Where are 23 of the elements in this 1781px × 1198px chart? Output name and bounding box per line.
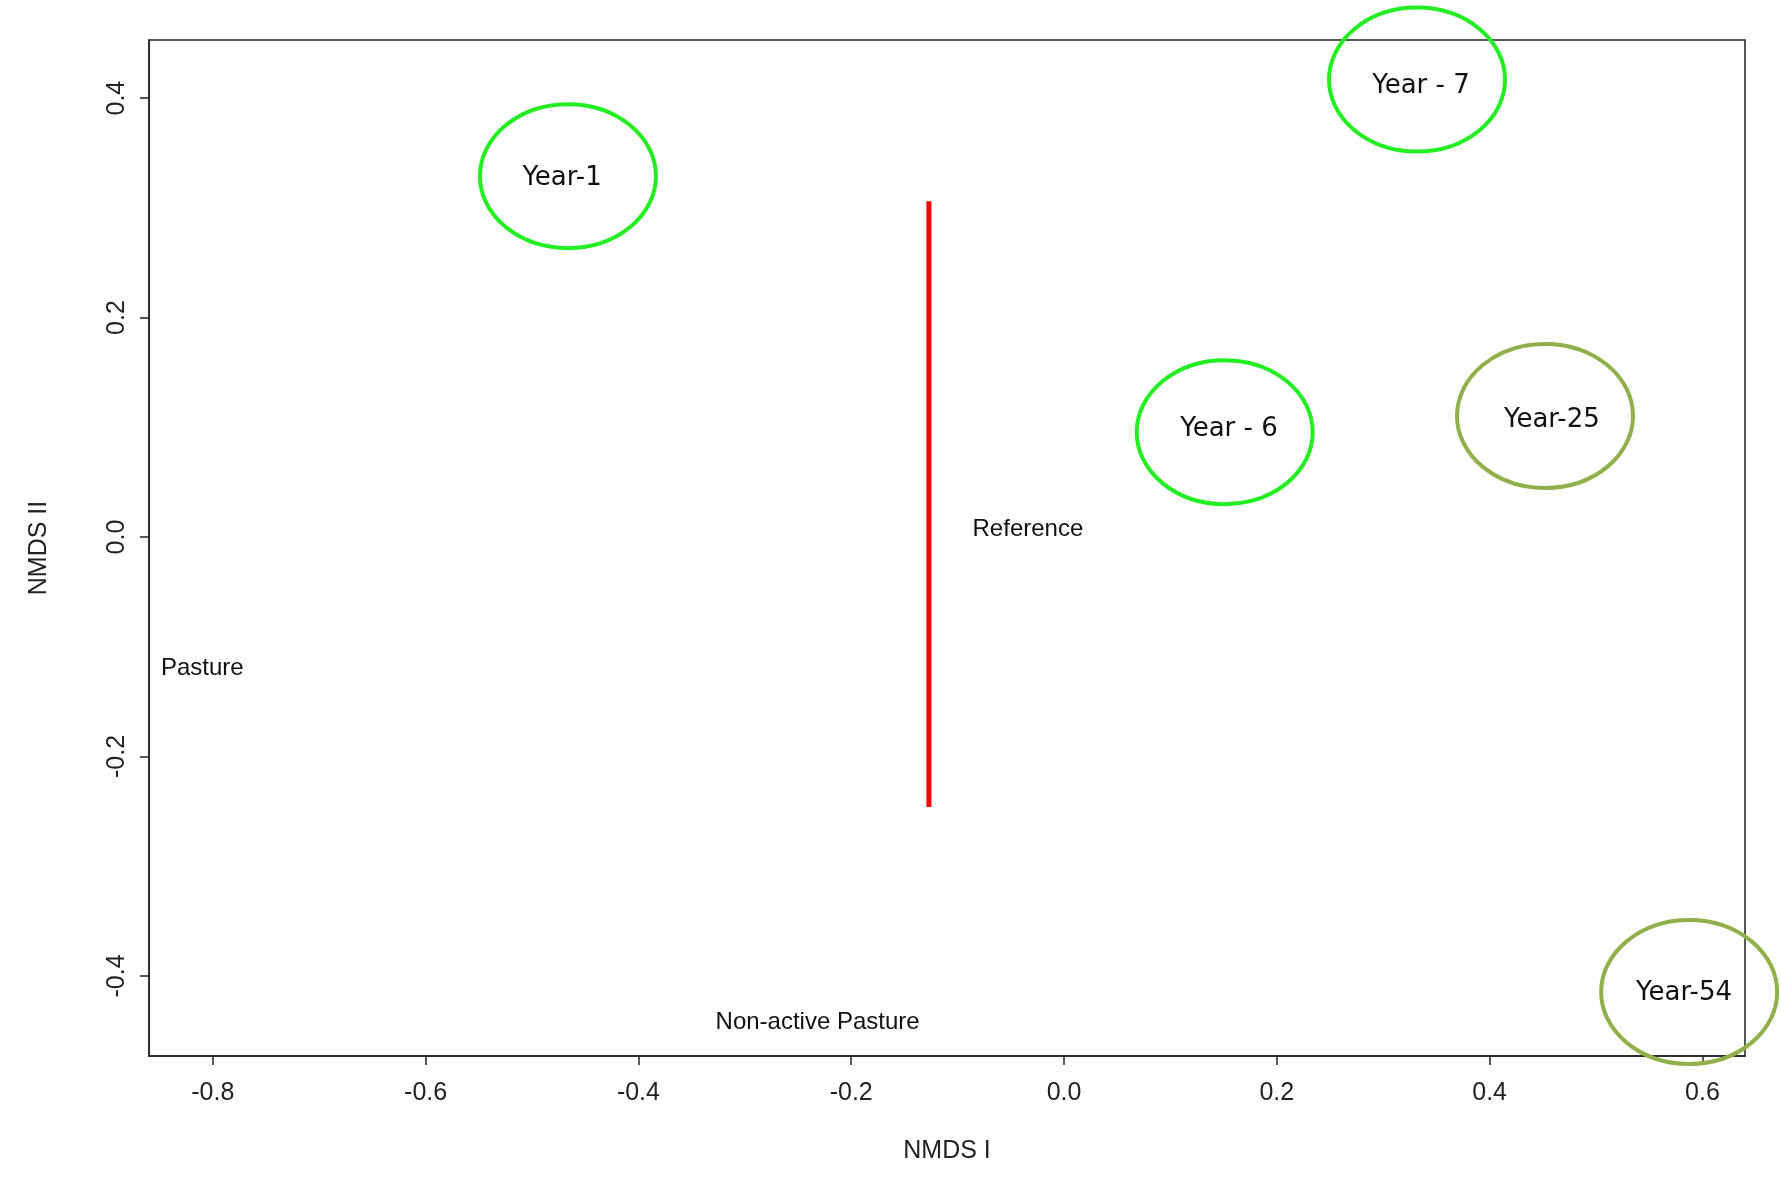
x-tick-label: -0.2 — [829, 1076, 873, 1105]
annotation: Year - 7 — [1371, 68, 1470, 99]
x-tick-label: 0.0 — [1046, 1076, 1082, 1105]
x-tick-label: -0.6 — [404, 1076, 448, 1105]
annotation: Year - 6 — [1179, 412, 1278, 443]
y-tick-label: -0.4 — [100, 954, 129, 998]
y-tick-label: 0.4 — [100, 80, 129, 116]
y-axis-title: NMDS II — [22, 500, 51, 596]
x-tick-label: -0.4 — [616, 1076, 661, 1105]
x-tick-label: 0.4 — [1472, 1076, 1508, 1105]
y-tick-label: 0.0 — [100, 519, 129, 555]
annotation: Year-1 — [521, 161, 602, 192]
y-tick-label: 0.2 — [100, 300, 129, 335]
y-tick-label: -0.2 — [100, 734, 129, 779]
annotation: Reference — [972, 514, 1084, 542]
annotation: Year-25 — [1502, 402, 1600, 433]
x-tick-label: -0.8 — [191, 1076, 235, 1105]
x-tick-label: 0.6 — [1685, 1076, 1720, 1105]
annotation: Pasture — [160, 653, 244, 681]
x-axis-title: NMDS I — [903, 1134, 991, 1163]
x-tick-label: 0.2 — [1259, 1076, 1295, 1105]
annotation: Year-54 — [1635, 975, 1732, 1006]
annotation: Non-active Pasture — [715, 1006, 920, 1034]
